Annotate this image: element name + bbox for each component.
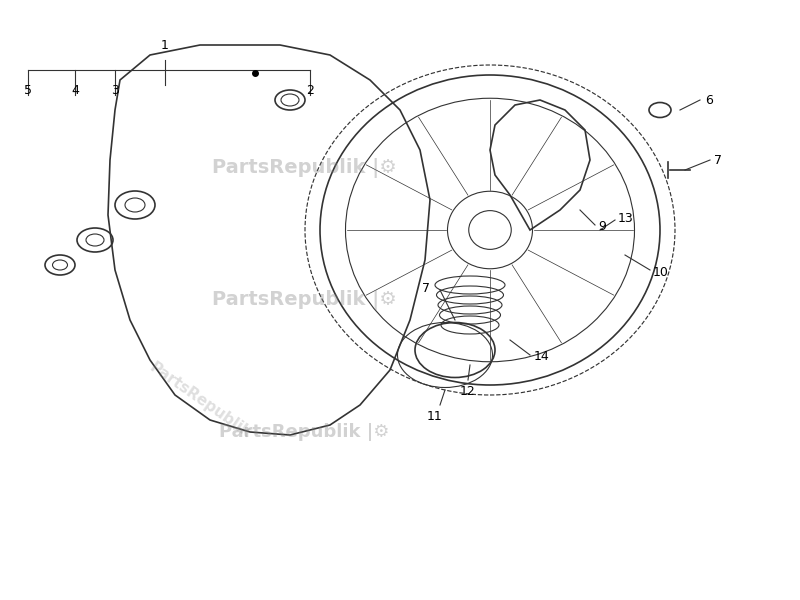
Text: 5: 5	[24, 84, 32, 97]
Text: 4: 4	[71, 84, 79, 97]
Text: 7: 7	[714, 154, 722, 166]
Text: 2: 2	[306, 84, 314, 97]
Text: 3: 3	[111, 84, 119, 97]
Text: 1: 1	[161, 39, 169, 52]
Text: PartsRepublik |⚙: PartsRepublik |⚙	[212, 290, 396, 310]
Text: 6: 6	[705, 94, 713, 107]
Text: 10: 10	[653, 265, 669, 278]
Text: 14: 14	[534, 350, 550, 364]
Text: 11: 11	[427, 410, 443, 423]
Text: PartsRepublik: PartsRepublik	[146, 359, 254, 440]
Text: PartsRepublik |⚙: PartsRepublik |⚙	[212, 158, 396, 178]
Text: 13: 13	[618, 212, 634, 226]
Text: 12: 12	[460, 385, 476, 398]
Text: PartsRepublik |⚙: PartsRepublik |⚙	[219, 423, 389, 441]
Text: 9: 9	[598, 220, 606, 233]
Text: 7: 7	[422, 281, 430, 295]
